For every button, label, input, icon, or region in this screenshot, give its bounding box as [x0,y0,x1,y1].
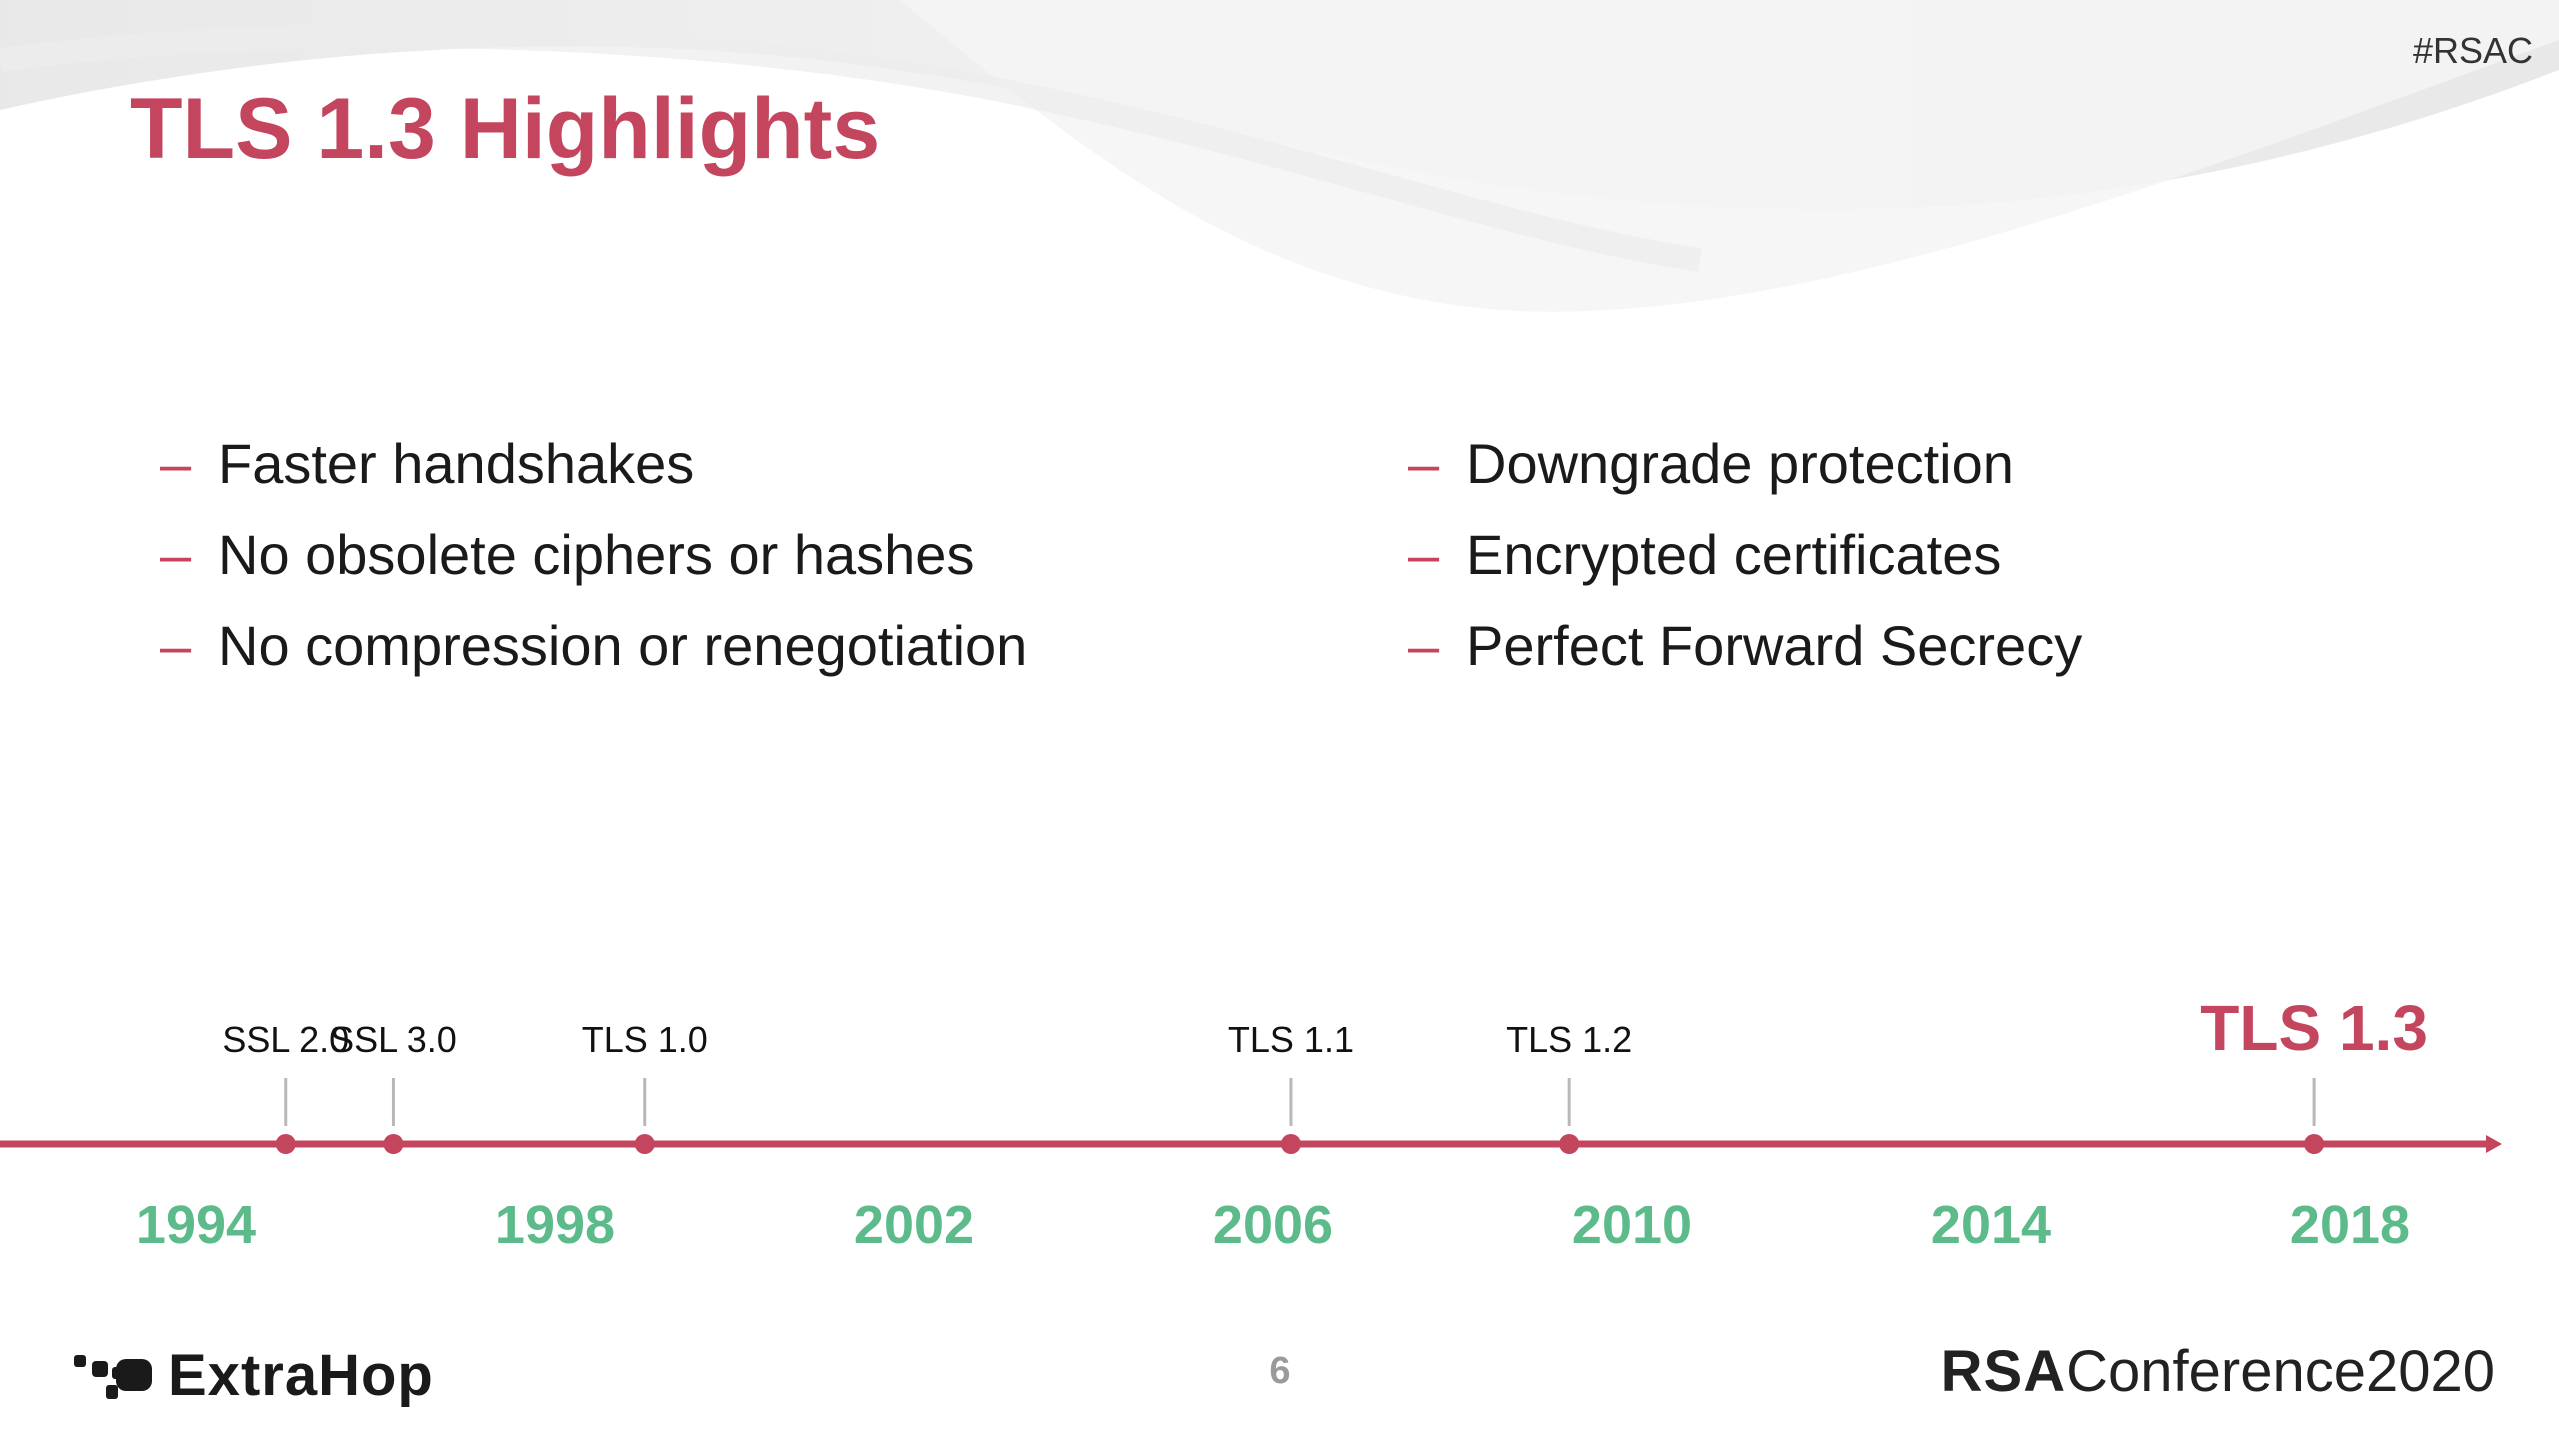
year-label-2018: 2018 [2290,1195,2410,1255]
marker-tls-1-1 [1280,1134,1301,1154]
year-label-1998: 1998 [495,1195,615,1255]
year-label-2006: 2006 [1213,1195,1333,1255]
year-label-1994: 1994 [136,1195,256,1255]
bullet-dash: – [1408,614,1440,677]
marker-tls-1-2 [1559,1134,1580,1154]
version-label-tls-1-2: TLS 1.2 [1506,1019,1632,1060]
bullet-text: Perfect Forward Secrecy [1466,614,2083,677]
version-label-tls-1-1: TLS 1.1 [1228,1019,1354,1060]
bullet-dash: – [160,523,192,586]
bullet-text: No obsolete ciphers or hashes [218,523,975,586]
extrahop-logo-icon [74,1355,152,1399]
bullet-item: – Downgrade protection [1408,418,2082,509]
extrahop-logo-text: ExtraHop [168,1342,434,1408]
slide-title: TLS 1.3 Highlights [130,81,881,177]
bullet-item: – No obsolete ciphers or hashes [160,509,1027,600]
version-label-ssl-2-0: SSL 2.0 [222,1019,349,1060]
bullet-list-left: – Faster handshakes – No obsolete ciphers … [160,418,1027,691]
bullet-dash: – [160,614,192,677]
bullet-dash: – [1408,432,1440,495]
year-label-2010: 2010 [1572,1195,1692,1255]
background-swoosh [0,0,2559,312]
bullet-item: – No compression or renegotiation [160,600,1027,691]
version-label-tls-1-3: TLS 1.3 [2200,992,2428,1064]
marker-tls-1-0 [634,1134,655,1154]
rsa-conference-brand: RSAConference2020 [1941,1338,2495,1405]
bullet-dash: – [1408,523,1440,586]
page-number: 6 [1269,1350,1291,1392]
bullet-dash: – [160,432,192,495]
rsa-brand-light: Conference2020 [2066,1339,2495,1404]
extrahop-logo: ExtraHop [72,1340,434,1410]
timeline-arrow-icon [2486,1135,2502,1153]
year-label-2002: 2002 [854,1195,974,1255]
bullet-item: – Perfect Forward Secrecy [1408,600,2082,691]
rsa-brand-bold: RSA [1940,1339,2067,1404]
version-label-tls-1-0: TLS 1.0 [582,1019,708,1060]
marker-ssl-3-0 [383,1134,404,1154]
bullet-item: – Encrypted certificates [1408,509,2082,600]
marker-ssl-2-0 [275,1134,296,1154]
bullet-text: Downgrade protection [1466,432,2014,495]
bullet-list-right: – Downgrade protection – Encrypted certifi… [1408,418,2082,691]
bullet-text: Encrypted certificates [1466,523,2002,586]
bullet-text: No compression or renegotiation [218,614,1028,677]
bullet-item: – Faster handshakes [160,418,1027,509]
rsac-hashtag: #RSAC [2412,30,2533,71]
marker-tls-1-3 [2304,1134,2325,1154]
version-label-ssl-3-0: SSL 3.0 [330,1019,457,1060]
year-label-2014: 2014 [1931,1195,2051,1255]
bullet-text: Faster handshakes [218,432,695,495]
